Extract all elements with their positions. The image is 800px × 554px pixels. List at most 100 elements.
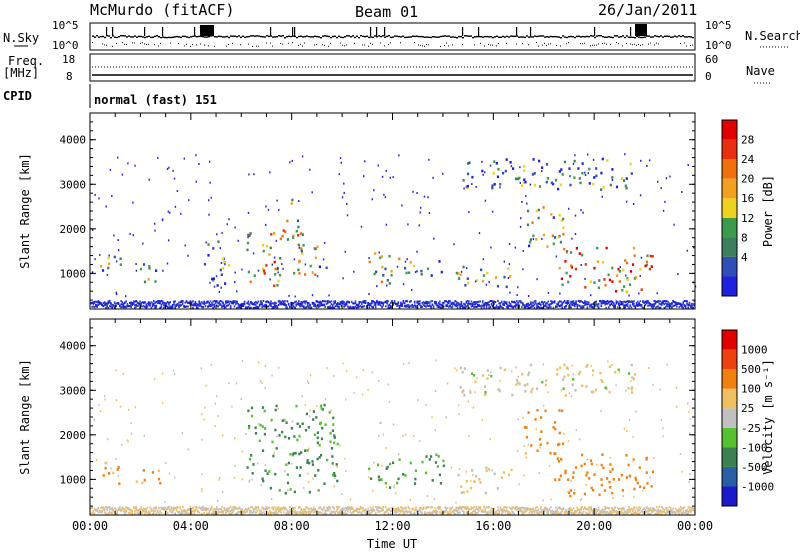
ground-scatter-cell bbox=[163, 301, 165, 304]
ground-scatter-cell bbox=[237, 511, 240, 514]
echo-cell bbox=[151, 471, 155, 474]
ground-scatter-cell bbox=[584, 303, 586, 306]
sparse-echo-cell bbox=[216, 233, 218, 236]
ground-scatter-cell bbox=[306, 305, 309, 308]
echo-cell bbox=[333, 441, 336, 445]
echo-cell bbox=[509, 275, 512, 278]
ground-scatter-cell bbox=[450, 306, 453, 309]
ground-scatter-cell bbox=[505, 305, 508, 308]
sparse-echo-cell bbox=[398, 154, 400, 157]
ground-scatter-cell bbox=[168, 505, 170, 508]
ground-scatter-cell bbox=[298, 300, 300, 303]
sparse-echo-cell bbox=[304, 404, 306, 407]
ground-scatter-cell bbox=[666, 509, 668, 512]
ground-scatter-cell bbox=[681, 304, 683, 307]
ground-scatter-cell bbox=[444, 506, 446, 509]
sparse-echo-cell bbox=[270, 498, 273, 500]
ground-scatter-cell bbox=[282, 301, 285, 304]
ground-scatter-cell bbox=[521, 511, 523, 514]
nsky-sample bbox=[290, 35, 292, 38]
ground-scatter-cell bbox=[619, 300, 621, 303]
ground-scatter-cell bbox=[257, 300, 260, 303]
ground-scatter-cell bbox=[324, 510, 326, 513]
nsearch-sample bbox=[610, 43, 611, 45]
ground-scatter-cell bbox=[127, 508, 130, 511]
sparse-echo-cell bbox=[311, 294, 314, 297]
ground-scatter-cell bbox=[610, 507, 613, 510]
ground-scatter-cell bbox=[320, 508, 323, 511]
sparse-echo-cell bbox=[427, 196, 429, 199]
echo-cell bbox=[284, 435, 287, 439]
sparse-echo-cell bbox=[618, 370, 621, 373]
ground-scatter-cell bbox=[357, 306, 359, 309]
ground-scatter-cell bbox=[445, 300, 447, 303]
nsky-sample bbox=[104, 36, 106, 39]
echo-cell bbox=[404, 266, 407, 270]
nsky-sample bbox=[310, 36, 312, 38]
ground-scatter-cell bbox=[364, 300, 367, 303]
echo-cell bbox=[439, 482, 443, 485]
ground-scatter-cell bbox=[638, 304, 640, 307]
nsky-sample bbox=[630, 36, 632, 38]
y-tick-label: 3000 bbox=[60, 384, 87, 397]
ground-scatter-cell bbox=[184, 509, 187, 512]
sparse-echo-cell bbox=[458, 413, 460, 416]
sparse-echo-cell bbox=[404, 433, 407, 436]
ground-scatter-cell bbox=[277, 304, 280, 306]
ground-scatter-cell bbox=[495, 510, 498, 513]
ground-scatter-cell bbox=[570, 509, 572, 511]
sparse-echo-cell bbox=[385, 223, 388, 226]
ground-scatter-cell bbox=[180, 509, 183, 512]
ground-scatter-cell bbox=[629, 510, 632, 513]
sparse-echo-cell bbox=[364, 160, 366, 163]
ground-scatter-cell bbox=[190, 301, 193, 304]
ground-scatter-cell bbox=[378, 300, 381, 303]
echo-cell bbox=[559, 183, 562, 187]
echo-cell bbox=[561, 173, 564, 176]
echo-cell bbox=[378, 478, 381, 482]
ground-scatter-cell bbox=[604, 510, 606, 513]
ground-scatter-cell bbox=[440, 303, 442, 306]
ground-scatter-cell bbox=[174, 300, 176, 303]
ground-scatter-cell bbox=[460, 305, 463, 307]
echo-cell bbox=[509, 161, 512, 164]
ground-scatter-cell bbox=[587, 301, 590, 304]
ground-scatter-cell bbox=[199, 303, 202, 306]
echo-cell bbox=[279, 237, 282, 241]
time-tick-label: 08:00 bbox=[274, 519, 310, 533]
sparse-echo-cell bbox=[539, 446, 541, 449]
sparse-echo-cell bbox=[510, 165, 513, 168]
ground-scatter-cell bbox=[140, 303, 142, 306]
ground-scatter-cell bbox=[474, 512, 476, 515]
nsky-sample bbox=[192, 35, 194, 38]
echo-cell bbox=[273, 232, 276, 235]
ground-scatter-cell bbox=[253, 306, 256, 309]
nsearch-sample bbox=[568, 42, 569, 44]
echo-cell bbox=[603, 489, 607, 492]
sparse-echo-cell bbox=[402, 283, 405, 286]
ground-scatter-cell bbox=[93, 306, 96, 309]
ground-scatter-cell bbox=[575, 300, 577, 303]
ground-scatter-cell bbox=[638, 509, 640, 512]
nsky-spike bbox=[462, 27, 464, 36]
echo-cell bbox=[588, 167, 591, 171]
ground-scatter-cell bbox=[207, 305, 209, 308]
ground-scatter-cell bbox=[464, 303, 466, 306]
echo-cell bbox=[638, 466, 641, 469]
echo-cell bbox=[273, 260, 276, 264]
ground-scatter-cell bbox=[263, 305, 266, 308]
echo-cell bbox=[250, 414, 254, 418]
ground-scatter-cell bbox=[231, 302, 233, 305]
sparse-echo-cell bbox=[624, 153, 626, 156]
ground-scatter-cell bbox=[282, 506, 285, 509]
ground-scatter-cell bbox=[552, 306, 555, 309]
echo-cell bbox=[312, 418, 315, 421]
ground-scatter-cell bbox=[229, 510, 232, 512]
ground-scatter-cell bbox=[455, 300, 458, 303]
ground-scatter-cell bbox=[426, 304, 429, 307]
ground-scatter-cell bbox=[431, 300, 434, 303]
ground-scatter-cell bbox=[563, 512, 566, 515]
sparse-echo-cell bbox=[248, 480, 250, 483]
nsearch-sample bbox=[630, 43, 631, 45]
echo-cell bbox=[536, 409, 539, 412]
